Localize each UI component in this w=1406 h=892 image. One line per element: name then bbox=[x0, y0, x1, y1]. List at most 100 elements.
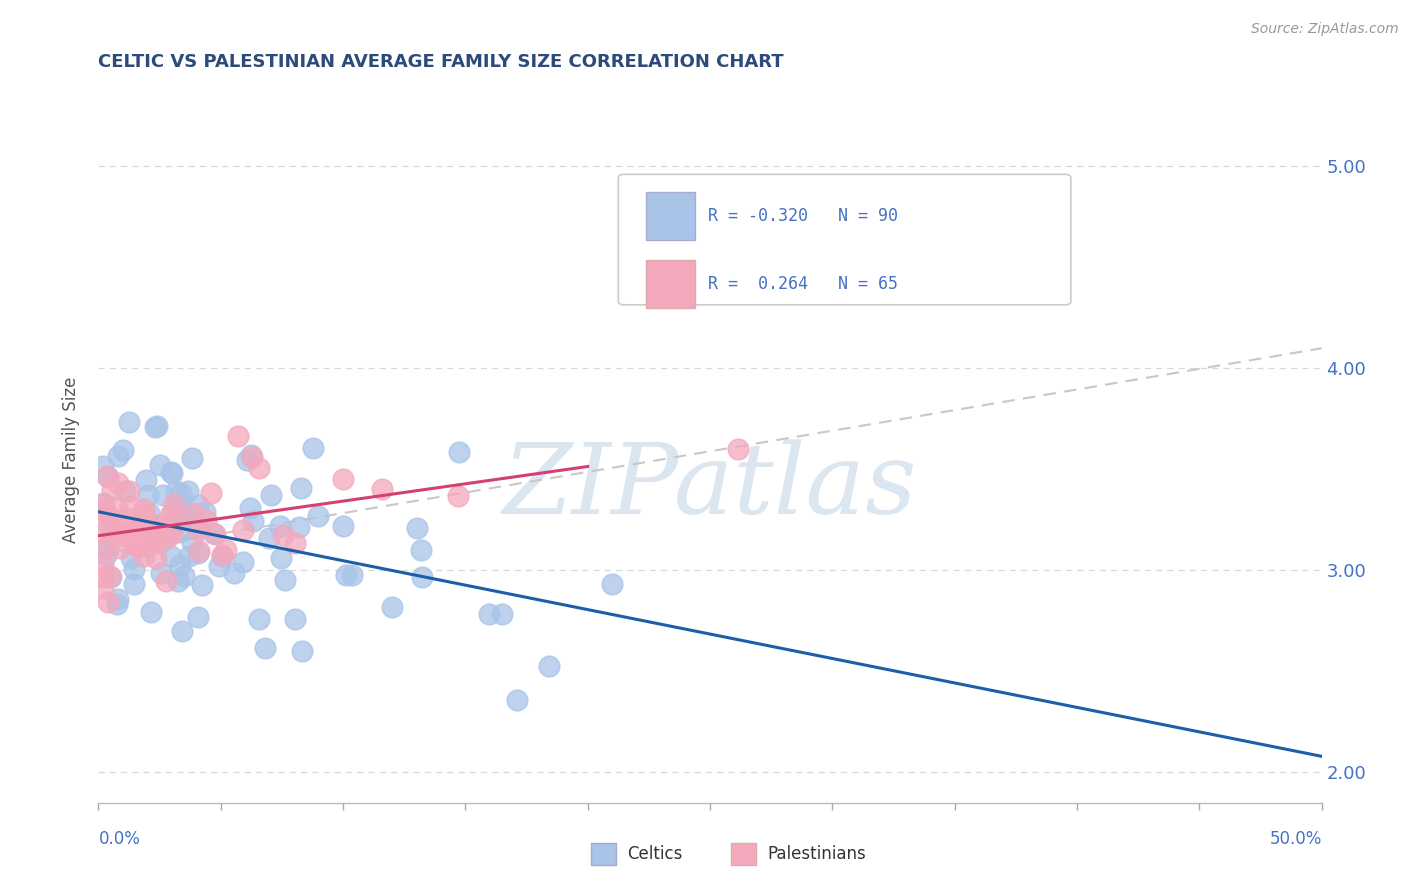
Point bbox=[135, 473, 157, 487]
Text: R =  0.264   N = 65: R = 0.264 N = 65 bbox=[707, 276, 897, 293]
Point bbox=[93, 496, 115, 510]
Point bbox=[149, 566, 172, 580]
Point bbox=[284, 612, 307, 626]
Text: 50.0%: 50.0% bbox=[1270, 830, 1322, 848]
Point bbox=[727, 442, 749, 457]
Y-axis label: Average Family Size: Average Family Size bbox=[62, 376, 80, 542]
Point bbox=[342, 568, 364, 582]
Point bbox=[201, 526, 224, 541]
Point bbox=[129, 532, 152, 546]
Point bbox=[131, 539, 153, 553]
Point bbox=[105, 597, 128, 611]
Point bbox=[150, 525, 173, 540]
Point bbox=[118, 499, 141, 513]
Point bbox=[226, 428, 249, 442]
Point bbox=[270, 551, 292, 566]
Point bbox=[187, 520, 209, 534]
Point bbox=[194, 505, 217, 519]
Point bbox=[208, 558, 231, 573]
Point bbox=[157, 530, 180, 544]
Point bbox=[174, 506, 197, 520]
Point bbox=[177, 483, 200, 498]
Text: CELTIC VS PALESTINIAN AVERAGE FAMILY SIZE CORRELATION CHART: CELTIC VS PALESTINIAN AVERAGE FAMILY SIZ… bbox=[98, 54, 785, 71]
Point bbox=[222, 566, 245, 581]
Point bbox=[232, 555, 254, 569]
Point bbox=[274, 573, 297, 587]
Point bbox=[118, 484, 141, 499]
Point bbox=[132, 502, 155, 516]
Point bbox=[110, 516, 132, 530]
Point bbox=[132, 549, 155, 563]
Point bbox=[96, 468, 118, 483]
Point bbox=[170, 486, 193, 500]
Point bbox=[411, 570, 433, 584]
Point bbox=[188, 543, 211, 558]
Point bbox=[129, 511, 152, 525]
Point bbox=[141, 605, 163, 619]
Point bbox=[172, 624, 194, 638]
Point bbox=[107, 476, 129, 491]
Point bbox=[136, 515, 159, 529]
Point bbox=[91, 503, 114, 517]
Text: R = -0.320   N = 90: R = -0.320 N = 90 bbox=[707, 207, 897, 225]
Point bbox=[101, 483, 124, 498]
Point bbox=[163, 512, 186, 526]
Point bbox=[242, 514, 264, 528]
Point bbox=[240, 450, 263, 465]
Point bbox=[240, 448, 263, 462]
Point bbox=[132, 507, 155, 521]
Point bbox=[138, 524, 160, 539]
Point bbox=[91, 496, 114, 510]
Point bbox=[111, 443, 134, 458]
Point bbox=[155, 574, 177, 589]
Point bbox=[152, 487, 174, 501]
Point bbox=[291, 644, 314, 658]
Text: Palestinians: Palestinians bbox=[768, 845, 866, 863]
Point bbox=[97, 542, 120, 557]
Point bbox=[134, 516, 156, 530]
Point bbox=[214, 543, 236, 558]
Point bbox=[145, 536, 167, 550]
Point bbox=[239, 501, 262, 516]
Point bbox=[447, 489, 470, 503]
Point bbox=[236, 453, 259, 467]
Point bbox=[491, 607, 513, 621]
Point bbox=[149, 528, 172, 542]
Point bbox=[284, 535, 307, 549]
Point bbox=[162, 525, 184, 540]
Point bbox=[103, 524, 125, 538]
Point bbox=[159, 549, 181, 564]
Point bbox=[301, 441, 323, 455]
Point bbox=[335, 567, 357, 582]
Point bbox=[136, 488, 159, 502]
Point bbox=[127, 540, 149, 554]
Point bbox=[288, 520, 311, 534]
Point bbox=[141, 533, 163, 547]
Point bbox=[108, 541, 131, 556]
Point bbox=[211, 549, 233, 563]
Point bbox=[94, 549, 117, 563]
Point bbox=[122, 562, 145, 576]
Point bbox=[91, 507, 114, 521]
Point bbox=[145, 551, 167, 566]
Point bbox=[97, 470, 120, 484]
Point bbox=[93, 525, 115, 540]
Point bbox=[91, 458, 114, 473]
Point bbox=[100, 570, 122, 584]
Point bbox=[259, 531, 281, 545]
Point bbox=[381, 599, 404, 614]
Point bbox=[162, 504, 184, 518]
Point bbox=[232, 524, 254, 538]
Text: 0.0%: 0.0% bbox=[98, 830, 141, 848]
Point bbox=[249, 461, 271, 475]
Point bbox=[253, 640, 276, 655]
Point bbox=[200, 485, 222, 500]
Point bbox=[107, 592, 129, 607]
Point bbox=[91, 581, 114, 595]
Point bbox=[191, 578, 214, 592]
Point bbox=[271, 527, 294, 541]
Point bbox=[135, 539, 157, 553]
Point bbox=[211, 548, 233, 562]
Point bbox=[96, 541, 118, 555]
Point bbox=[247, 612, 270, 626]
